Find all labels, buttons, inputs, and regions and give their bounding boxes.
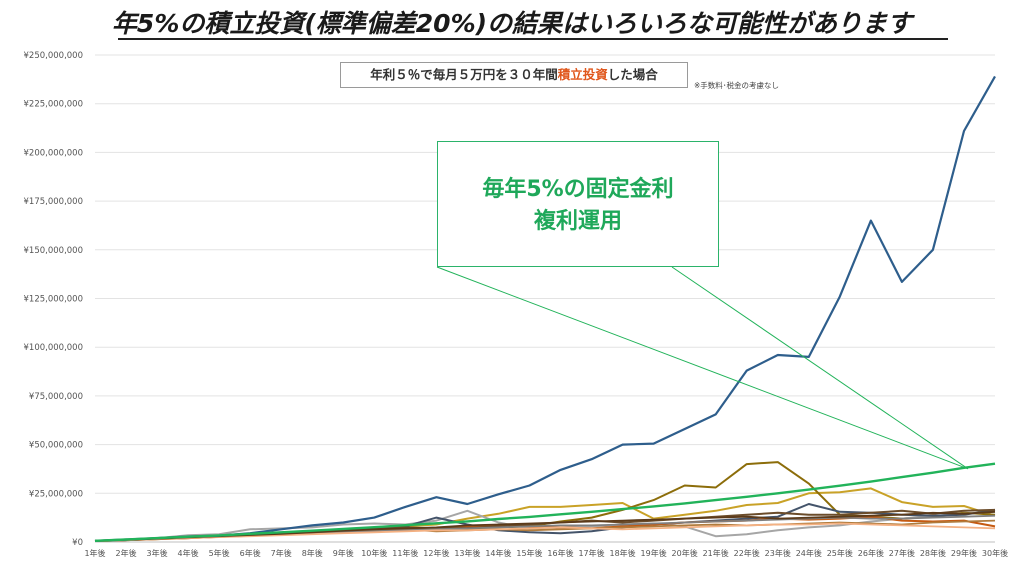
gridlines [95, 54, 995, 543]
subtitle-text-part1: 年利５％で毎月５万円を３０年間 [370, 67, 558, 82]
x-tick-label: 20年後 [672, 548, 698, 558]
callout-leaders [436, 266, 969, 470]
callout-leader-right [671, 266, 969, 470]
y-tick-label: ¥75,000,000 [29, 392, 83, 402]
x-tick-label: 1年後 [84, 548, 105, 558]
x-tick-label: 22年後 [734, 548, 760, 558]
x-tick-label: 7年後 [271, 548, 292, 558]
x-tick-label: 15年後 [516, 548, 542, 558]
x-tick-label: 13年後 [454, 548, 480, 558]
y-tick-label: ¥225,000,000 [24, 100, 83, 110]
series-lines [94, 75, 996, 542]
x-tick-label: 4年後 [178, 548, 199, 558]
x-tick-label: 26年後 [858, 548, 884, 558]
x-tick-label: 30年後 [982, 548, 1008, 558]
x-tick-label: 25年後 [827, 548, 853, 558]
title-underline [118, 38, 948, 40]
x-tick-label: 6年後 [240, 548, 261, 558]
subtitle-text-part2: した場合 [607, 67, 658, 82]
y-tick-label: ¥25,000,000 [29, 489, 83, 499]
x-tick-label: 8年後 [302, 548, 323, 558]
x-tick-label: 28年後 [920, 548, 946, 558]
x-tick-label: 29年後 [951, 548, 977, 558]
callout-line2: 複利運用 [533, 209, 622, 234]
y-tick-label: ¥125,000,000 [24, 295, 83, 305]
fixed-rate-callout: 毎年5%の固定金利 複利運用 [437, 141, 719, 267]
x-tick-label: 21年後 [703, 548, 729, 558]
x-tick-label: 19年後 [641, 548, 667, 558]
callout-leader-left [436, 266, 969, 470]
x-tick-label: 5年後 [209, 548, 230, 558]
x-tick-label: 24年後 [796, 548, 822, 558]
y-tick-label: ¥175,000,000 [24, 197, 83, 207]
x-tick-label: 10年後 [361, 548, 387, 558]
x-tick-label: 27年後 [889, 548, 915, 558]
callout-line1: 毎年5%の固定金利 [482, 177, 674, 202]
y-tick-label: ¥100,000,000 [24, 343, 83, 353]
y-tick-label: ¥50,000,000 [29, 441, 83, 451]
x-tick-label: 11年後 [392, 548, 418, 558]
x-tick-label: 9年後 [333, 548, 354, 558]
x-tick-label: 18年後 [609, 548, 635, 558]
x-tick-label: 17年後 [578, 548, 604, 558]
x-tick-label: 16年後 [547, 548, 573, 558]
page-title: 年5%の積立投資(標準偏差20%)の結果はいろいろな可能性があります [111, 9, 913, 38]
x-tick-label: 14年後 [485, 548, 511, 558]
x-tick-label: 2年後 [115, 548, 136, 558]
series-line-2 [94, 462, 996, 542]
x-tick-label: 3年後 [147, 548, 168, 558]
subtitle-highlight: 積立投資 [557, 67, 608, 82]
x-tick-label: 12年後 [423, 548, 449, 558]
y-tick-label: ¥250,000,000 [24, 51, 83, 61]
x-tick-label: 23年後 [765, 548, 791, 558]
y-tick-label: ¥150,000,000 [24, 246, 83, 256]
fee-tax-note: ※手数料･税金の考慮なし [694, 81, 780, 90]
x-axis-ticks: 1年後 2年後 3年後 4年後 5年後 6年後 7年後 8年後 9年後 10年後 11年後 12年後 1… [84, 548, 1008, 558]
chart-subtitle-box: 年利５％で毎月５万円を３０年間積立投資した場合 [340, 62, 688, 88]
series-line-11 [94, 522, 996, 542]
y-axis-ticks: ¥0 ¥25,000,000 ¥50,000,000 ¥75,000,000 ¥100,… [24, 51, 83, 548]
y-tick-label: ¥200,000,000 [24, 148, 83, 158]
y-tick-label: ¥0 [72, 538, 83, 548]
